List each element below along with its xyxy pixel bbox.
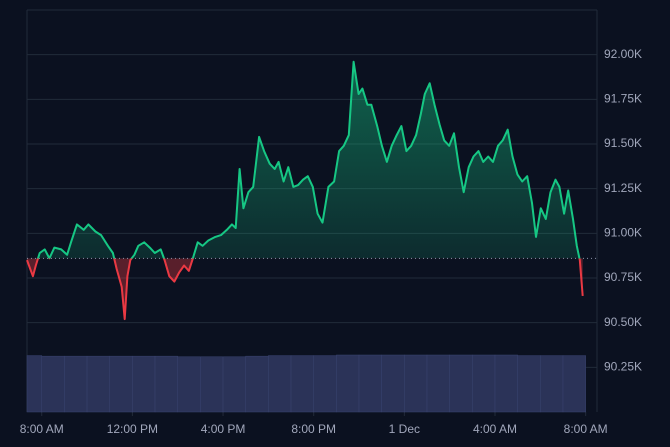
volume-bar: [562, 355, 586, 413]
volume-bar: [268, 355, 292, 413]
volume-bar: [154, 355, 178, 413]
volume-bar: [336, 354, 360, 413]
volume-bar: [472, 354, 496, 413]
volume-bar: [426, 354, 450, 413]
volume-bar: [449, 354, 473, 413]
y-tick-label: 91.75K: [604, 92, 642, 106]
y-tick-label: 91.50K: [604, 136, 642, 150]
volume-bar: [26, 355, 42, 413]
volume-bar: [494, 354, 518, 413]
price-line: [26, 60, 584, 321]
area-up: [38, 61, 580, 259]
x-tick-label: 8:00 AM: [564, 422, 608, 436]
y-tick-label: 92.00K: [604, 47, 642, 61]
volume-bar: [517, 355, 541, 413]
volume-bar: [64, 355, 88, 413]
y-tick-label: 91.00K: [604, 226, 642, 240]
y-tick-label: 91.25K: [604, 181, 642, 195]
volume-bar: [177, 356, 201, 413]
x-tick-label: 8:00 PM: [291, 422, 336, 436]
volume-bar: [381, 354, 405, 413]
volume-bar: [404, 354, 428, 413]
x-tick-label: 4:00 PM: [201, 422, 246, 436]
y-tick-label: 90.75K: [604, 270, 642, 284]
area-group: [27, 61, 583, 320]
x-tick-label: 12:00 PM: [107, 422, 158, 436]
volume-bar: [200, 356, 224, 413]
x-tick-label: 4:00 AM: [473, 422, 517, 436]
volume-bar: [132, 355, 156, 413]
volume-bar: [290, 355, 314, 413]
volume-bar: [86, 355, 110, 413]
volume-bar: [313, 355, 337, 413]
x-tick-label: 8:00 AM: [20, 422, 64, 436]
y-tick-label: 90.25K: [604, 360, 642, 374]
volume-bar: [41, 355, 65, 413]
volume-bar: [222, 356, 246, 413]
volume-bar: [358, 354, 382, 413]
x-tick-label: 1 Dec: [389, 422, 420, 436]
volume-bar: [540, 355, 564, 413]
y-tick-label: 90.50K: [604, 315, 642, 329]
volume-bar: [245, 355, 269, 413]
volume-bar: [109, 355, 133, 413]
